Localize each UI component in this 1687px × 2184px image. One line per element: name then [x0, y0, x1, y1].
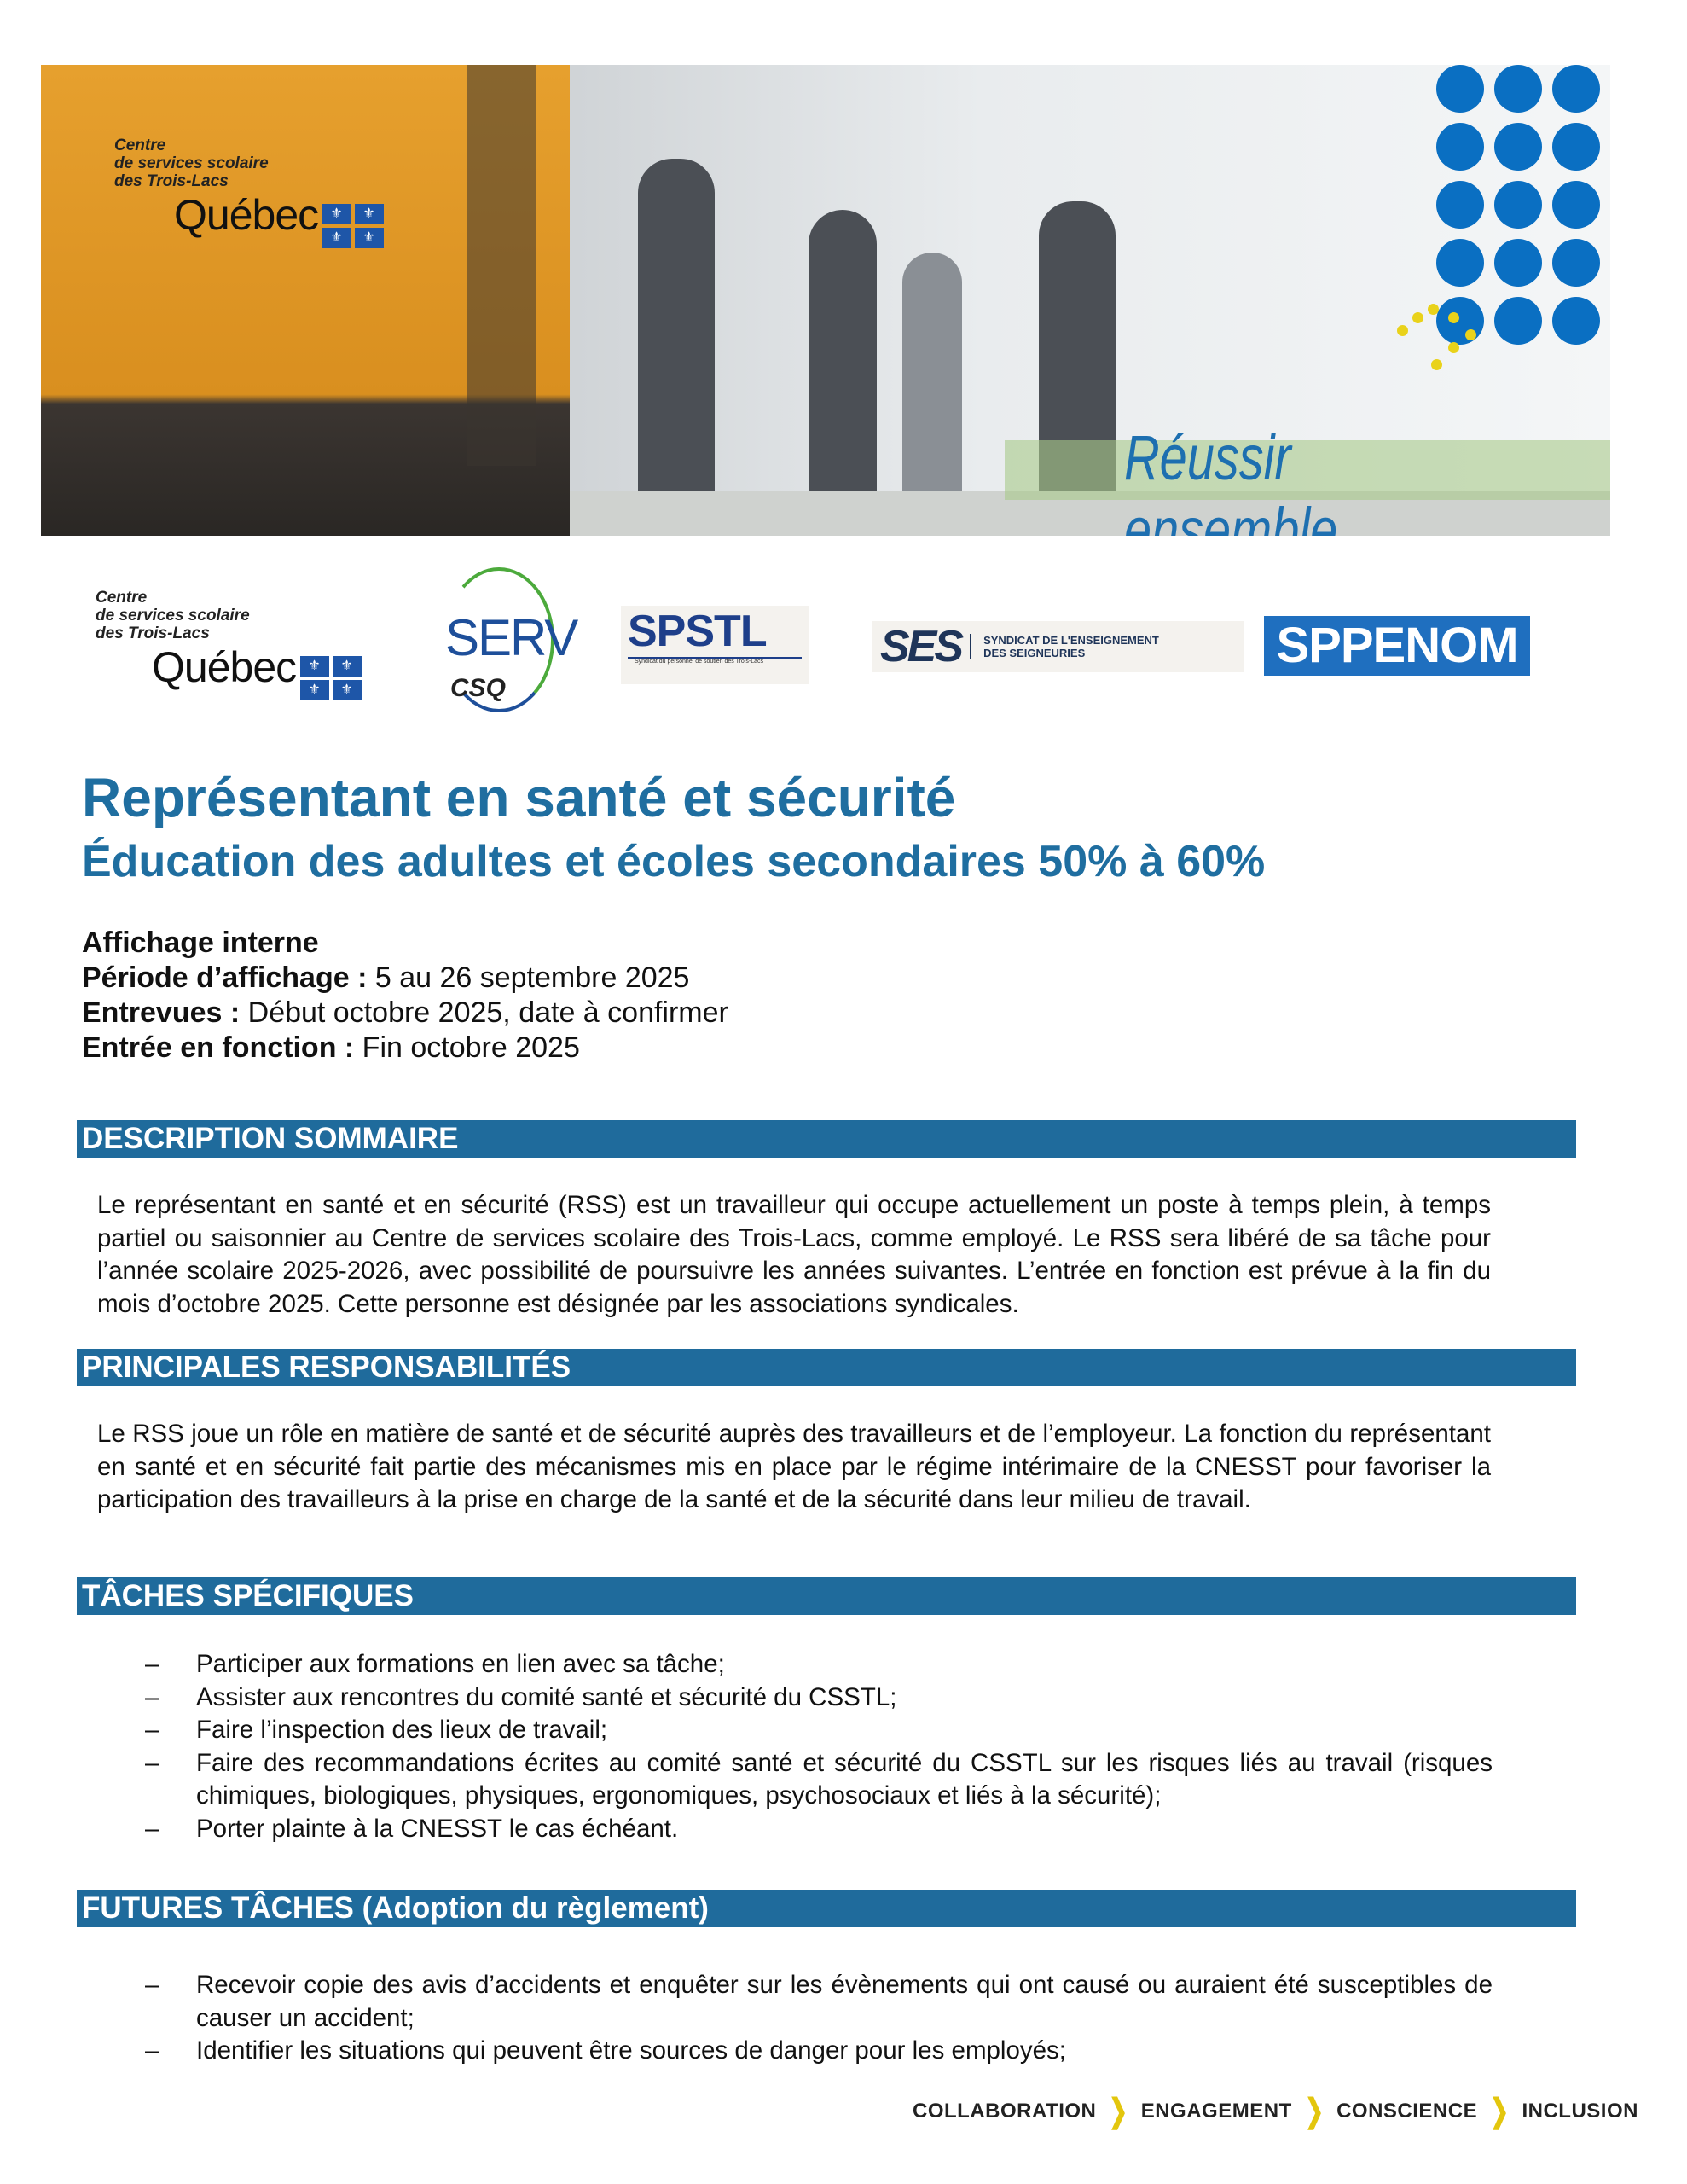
values-footer: COLLABORATION ❯ ENGAGEMENT ❯ CONSCIENCE …	[913, 2094, 1638, 2129]
dots-graphic	[1397, 65, 1610, 372]
responsabilites-text: Le RSS joue un rôle en matière de santé …	[97, 1420, 1491, 1513]
ses-logo: SES SYNDICAT DE L'ENSEIGNEMENT DES SEIGNE…	[872, 621, 1244, 672]
quebec-flag-icon: ⚜ ⚜ ⚜ ⚜	[322, 203, 384, 248]
quebec-flag-icon: ⚜ ⚜ ⚜ ⚜	[299, 655, 362, 700]
spstl-logo: SPSTL Syndicat du personnel de soutien d…	[621, 606, 809, 684]
section-heading-description: DESCRIPTION SOMMAIRE	[77, 1120, 1576, 1158]
chevron-right-icon: ❯	[1304, 2094, 1325, 2129]
info-periode: Période d’affichage : 5 au 26 septembre …	[82, 961, 690, 994]
serv-csq-logo: SERV CSQ	[426, 567, 588, 712]
student-figure	[638, 159, 715, 517]
list-item: – Identifier les situations qui peuvent ê…	[145, 2036, 1066, 2065]
header-banner-image: Centre de services scolaire des Trois-La…	[41, 65, 1610, 536]
info-entree: Entrée en fonction : Fin octobre 2025	[82, 1031, 580, 1064]
page-title: Représentant en santé et sécurité	[82, 767, 956, 828]
section-heading-futures: FUTURES TÂCHES (Adoption du règlement)	[77, 1890, 1576, 1927]
taches-list: – Participer aux formations en lien avec …	[145, 1648, 1493, 1845]
page-subtitle: Éducation des adultes et écoles secondai…	[82, 837, 1266, 886]
info-affichage: Affichage interne	[82, 926, 319, 959]
student-figure	[902, 253, 962, 508]
list-item: – Porter plainte à la CNESST le cas échéa…	[145, 1814, 679, 1843]
slogan: Réussir ensemble	[1124, 422, 1338, 536]
sppenom-logo: SPPENOM	[1264, 616, 1530, 676]
chevron-right-icon: ❯	[1109, 2094, 1128, 2129]
bus-door	[467, 65, 536, 466]
section-heading-responsabilites: PRINCIPALES RESPONSABILITÉS	[77, 1349, 1576, 1386]
list-item: – Recevoir copie des avis d’accidents et …	[145, 1971, 1493, 2032]
info-entrevues: Entrevues : Début octobre 2025, date à c…	[82, 996, 728, 1029]
csstl-logo-banner: Centre de services scolaire des Trois-La…	[114, 136, 384, 248]
futures-list: – Recevoir copie des avis d’accidents et …	[145, 1969, 1493, 2068]
list-item: – Faire des recommandations écrites au co…	[145, 1748, 1493, 1810]
chevron-right-icon: ❯	[1489, 2094, 1510, 2129]
grass	[1005, 440, 1610, 500]
list-item: – Faire l’inspection des lieux de travail…	[145, 1716, 608, 1744]
student-figure	[809, 210, 877, 517]
description-text: Le représentant en santé et en sécurité …	[97, 1191, 1491, 1318]
csstl-logo: Centre de services scolaire des Trois-La…	[96, 589, 362, 700]
list-item: – Assister aux rencontres du comité santé…	[145, 1682, 897, 1711]
section-heading-taches: TÂCHES SPÉCIFIQUES	[77, 1577, 1576, 1615]
list-item: – Participer aux formations en lien avec …	[145, 1650, 725, 1678]
